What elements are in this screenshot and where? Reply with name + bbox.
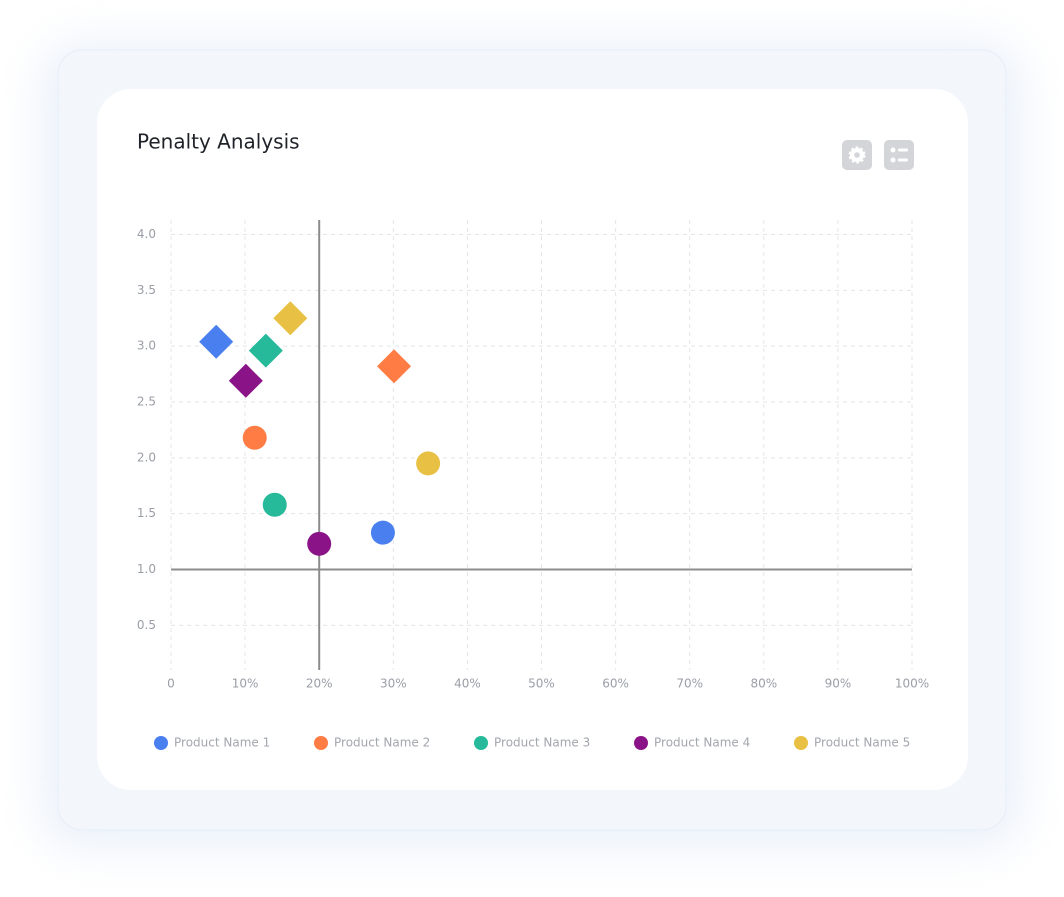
chart-title: Penalty Analysis [137, 130, 300, 154]
point-circle [370, 520, 395, 545]
legend-label: Product Name 1 [174, 736, 270, 750]
list-bar[interactable] [898, 148, 908, 152]
legend-label: Product Name 4 [654, 736, 750, 750]
list-dot[interactable] [890, 157, 896, 163]
y-tick-label: 4.0 [137, 227, 156, 241]
legend-swatch [314, 736, 328, 750]
point-diamond [273, 301, 308, 336]
y-tick-label: 3.5 [137, 283, 156, 297]
point-diamond [199, 324, 234, 359]
point-circle [416, 451, 441, 476]
gear-hole[interactable] [854, 152, 860, 158]
list-bar[interactable] [898, 158, 908, 162]
list-dot[interactable] [890, 147, 896, 153]
y-tick-label: 2.5 [137, 395, 156, 409]
list-button[interactable] [884, 140, 914, 170]
x-tick-label: 40% [454, 677, 481, 691]
x-tick-label: 30% [380, 677, 407, 691]
x-tick-label: 20% [306, 677, 333, 691]
point-diamond [228, 363, 263, 398]
y-tick-label: 3.0 [137, 339, 156, 353]
legend-label: Product Name 3 [494, 736, 590, 750]
point-circle [307, 531, 332, 556]
x-tick-label: 70% [676, 677, 703, 691]
legend-swatch [634, 736, 648, 750]
x-tick-label: 10% [232, 677, 259, 691]
y-tick-label: 0.5 [137, 618, 156, 632]
legend-label: Product Name 2 [334, 736, 430, 750]
plot: 0 10% 20% 30% 40% 50% 60% 70% 80% 90% 100% 0.5 1.0 1.… [137, 220, 929, 750]
x-tick-label: 0 [167, 677, 175, 691]
x-tick-label: 100% [895, 677, 929, 691]
legend-swatch [154, 736, 168, 750]
y-tick-label: 2.0 [137, 450, 156, 464]
settings-button[interactable] [842, 140, 872, 170]
legend-label: Product Name 5 [814, 736, 910, 750]
y-tick-label: 1.0 [137, 562, 156, 576]
x-tick-label: 90% [825, 677, 852, 691]
x-tick-label: 50% [528, 677, 555, 691]
y-tick-label: 1.5 [137, 506, 156, 520]
card [97, 89, 968, 790]
point-diamond [377, 349, 412, 384]
x-tick-label: 80% [750, 677, 777, 691]
legend-swatch [794, 736, 808, 750]
point-diamond [248, 333, 283, 368]
legend-swatch [474, 736, 488, 750]
point-circle [242, 425, 267, 450]
list-icon-bg[interactable] [884, 140, 914, 170]
x-tick-label: 60% [602, 677, 629, 691]
point-circle [262, 492, 287, 517]
